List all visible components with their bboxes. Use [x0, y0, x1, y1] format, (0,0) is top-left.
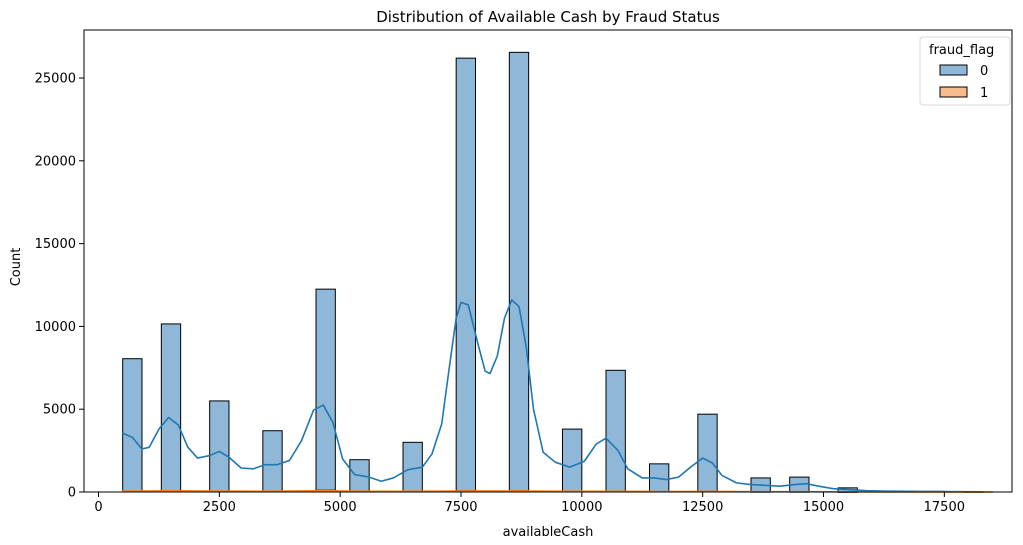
legend-swatch-0 — [939, 64, 968, 76]
y-axis-label: Count — [9, 248, 24, 287]
x-tick-label-5: 12500 — [682, 500, 723, 515]
bar-series-0-bin-4 — [315, 288, 336, 493]
y-tick-label-0: 0 — [68, 486, 76, 501]
bar-series-0-bin-10 — [605, 369, 626, 493]
x-tick-label-3: 7500 — [444, 500, 477, 515]
bar-series-0-bin-9 — [562, 428, 583, 493]
bar-series-0-bin-7 — [455, 57, 477, 493]
x-tick-label-7: 17500 — [924, 500, 965, 515]
legend: fraud_flag 0 1 — [919, 36, 1011, 106]
bar-series-0-bin-2 — [209, 400, 230, 493]
y-tick-label-4: 20000 — [35, 154, 76, 169]
bar-series-0-bin-12 — [697, 413, 718, 493]
x-axis-label: availableCash — [503, 525, 594, 540]
kde-layer — [121, 299, 994, 493]
plot-frame — [83, 29, 1013, 493]
axes-layer: 0 2500 5000 7500 10000 12500 15000 175000500010… — [35, 29, 1013, 515]
bar-series-0-bin-3 — [262, 430, 283, 493]
legend-label-0: 0 — [980, 64, 988, 79]
kde-line-series-0 — [121, 299, 984, 493]
legend-label-1: 1 — [980, 86, 988, 101]
bar-series-0-bin-1 — [160, 323, 182, 493]
x-tick-label-4: 10000 — [561, 500, 602, 515]
x-tick-label-1: 2500 — [203, 500, 236, 515]
x-tick-label-2: 5000 — [324, 500, 357, 515]
y-tick-label-2: 10000 — [35, 320, 76, 335]
x-tick-label-6: 15000 — [803, 500, 844, 515]
bar-series-0-bin-8 — [508, 51, 530, 493]
x-tick-label-0: 0 — [94, 500, 102, 515]
legend-title: fraud_flag — [929, 43, 994, 58]
chart-title: Distribution of Available Cash by Fraud … — [376, 8, 720, 26]
y-tick-label-3: 15000 — [35, 237, 76, 252]
y-tick-label-5: 25000 — [35, 72, 76, 87]
legend-swatch-1 — [939, 86, 968, 98]
bars-layer — [122, 51, 984, 493]
y-tick-label-1: 5000 — [43, 403, 76, 418]
bar-series-0-bin-0 — [122, 358, 143, 493]
